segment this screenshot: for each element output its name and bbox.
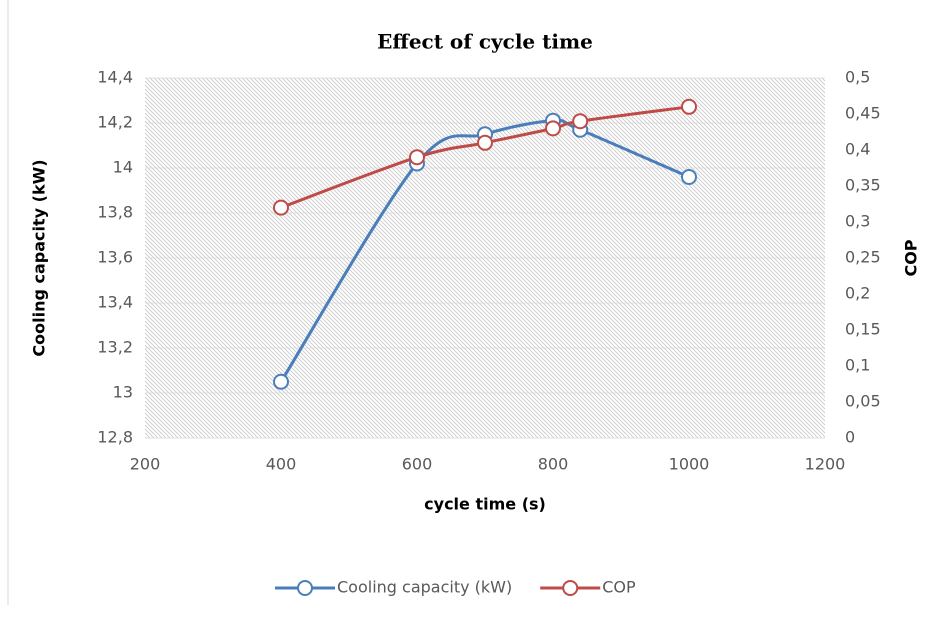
data-point xyxy=(477,134,493,151)
y-tick-label: 13,6 xyxy=(97,248,133,267)
y-tick-label: 14 xyxy=(113,158,133,177)
y2-tick-label: 0,1 xyxy=(845,356,870,375)
y2-tick-label: 0,2 xyxy=(845,284,870,303)
y-tick-label: 13 xyxy=(113,383,133,402)
chart-title: Effect of cycle time xyxy=(377,30,593,54)
data-point xyxy=(681,98,697,115)
y-tick-label: 13,8 xyxy=(97,203,133,222)
y2-tick-label: 0,25 xyxy=(845,248,881,267)
x-tick-label: 1200 xyxy=(805,455,846,474)
x-tick-label: 200 xyxy=(130,455,161,474)
y2-tick-label: 0,3 xyxy=(845,212,870,231)
legend-marker xyxy=(297,580,313,596)
y2-tick-label: 0,35 xyxy=(845,176,881,195)
data-point xyxy=(273,199,289,216)
x-tick-label: 800 xyxy=(538,455,569,474)
data-point xyxy=(273,373,289,390)
y-tick-label: 13,2 xyxy=(97,338,133,357)
y-tick-label: 13,4 xyxy=(97,293,133,312)
y2-axis-title: COP xyxy=(902,239,921,276)
y-tick-label: 14,4 xyxy=(97,68,133,87)
y2-tick-label: 0,05 xyxy=(845,392,881,411)
y2-tick-label: 0,4 xyxy=(845,140,870,159)
y2-tick-label: 0,15 xyxy=(845,320,881,339)
data-point xyxy=(409,149,425,166)
legend-label: Cooling capacity (kW) xyxy=(337,578,512,597)
y-tick-label: 12,8 xyxy=(97,428,133,447)
data-point xyxy=(545,120,561,137)
legend-marker xyxy=(562,580,579,596)
y2-tick-label: 0,45 xyxy=(845,104,881,123)
data-point xyxy=(681,169,697,185)
x-tick-label: 600 xyxy=(402,455,433,474)
x-axis-title: cycle time (s) xyxy=(424,495,546,514)
legend-label: COP xyxy=(602,578,636,597)
y2-tick-label: 0 xyxy=(845,428,855,447)
y2-tick-label: 0,5 xyxy=(845,68,870,87)
data-point xyxy=(572,113,589,130)
series-line xyxy=(280,105,690,210)
y-tick-label: 14,2 xyxy=(97,113,133,132)
x-tick-label: 400 xyxy=(266,455,297,474)
y-axis-title: Cooling capacity (kW) xyxy=(30,159,49,356)
x-tick-label: 1000 xyxy=(669,455,710,474)
